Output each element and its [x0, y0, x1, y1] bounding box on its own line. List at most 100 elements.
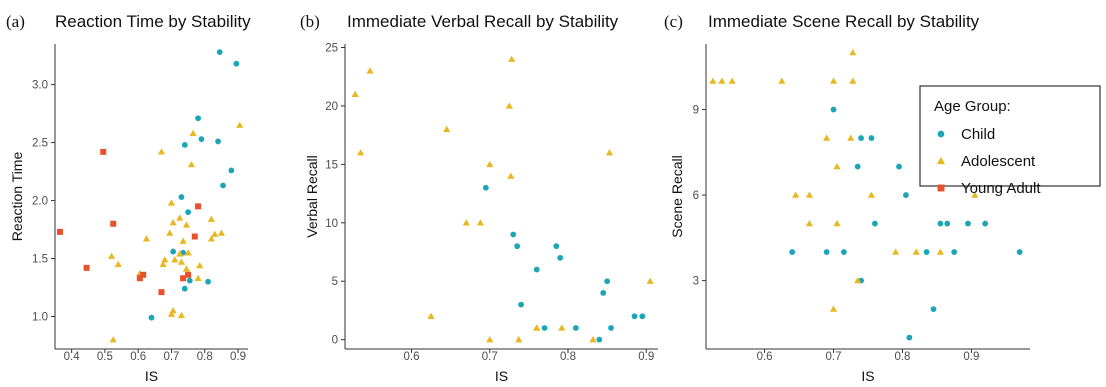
- y-axis-title: Reaction Time: [9, 152, 25, 242]
- y-tick-label: 15: [325, 159, 338, 171]
- data-point-adolescent: [236, 121, 244, 128]
- legend-label-young-adult: Young Adult: [961, 180, 1041, 197]
- y-tick-label: 0: [332, 335, 338, 347]
- data-point-adolescent: [177, 258, 186, 265]
- data-point-young-adult: [83, 264, 90, 271]
- data-point-adolescent: [792, 191, 800, 198]
- data-point-adolescent: [179, 237, 187, 244]
- x-tick-label: 0.9: [638, 351, 654, 363]
- data-point-adolescent: [109, 336, 117, 343]
- data-point-child: [1016, 249, 1023, 255]
- data-point-adolescent: [508, 55, 516, 62]
- data-point-child: [482, 184, 489, 191]
- data-point-child: [205, 278, 211, 285]
- data-point-adolescent: [366, 67, 374, 74]
- x-tick-label: 0.9: [963, 351, 979, 363]
- x-tick-label: 0.5: [97, 351, 113, 363]
- data-point-adolescent: [167, 199, 176, 206]
- data-point-adolescent: [486, 336, 494, 343]
- data-point-child: [608, 325, 614, 331]
- y-tick-label: 5: [332, 276, 338, 288]
- data-point-adolescent: [505, 102, 513, 109]
- data-point-adolescent: [936, 248, 944, 255]
- data-point-child: [181, 285, 188, 292]
- data-point-adolescent: [589, 336, 597, 343]
- x-tick-label: 0.7: [163, 351, 179, 363]
- data-point-adolescent: [114, 260, 122, 268]
- x-tick-label: 0.6: [404, 351, 420, 363]
- data-point-adolescent: [107, 252, 116, 259]
- panel-c-plot-area: 0.6 0.7 0.8 0.9 3 6 9 IS Scene Recall: [669, 44, 1030, 384]
- data-point-child: [557, 254, 564, 261]
- data-point-adolescent: [207, 215, 215, 222]
- data-point-young-adult: [180, 275, 187, 282]
- panel-b-verbal-recall: (b) Immediate Verbal Recall by Stability…: [300, 12, 658, 384]
- data-point-child: [823, 249, 830, 255]
- data-point-adolescent: [778, 77, 786, 84]
- data-point-adolescent: [476, 219, 484, 226]
- data-point-child: [233, 60, 240, 67]
- panel-a-plot-area: 0.4 0.5 0.6 0.7 0.8 0.9 1.0 1.5 2.0 2.5 3.0 IS React…: [9, 44, 248, 384]
- data-point-child: [195, 115, 201, 122]
- y-tick-label: 1.0: [32, 312, 48, 324]
- legend: Age Group: Child Adolescent Young Adult: [919, 85, 1101, 197]
- panel-a-reaction-time: (a) Reaction Time by Stability 0.4 0.5 0.6…: [6, 12, 251, 384]
- data-point-adolescent: [849, 48, 857, 56]
- data-point-child: [871, 220, 878, 227]
- data-point-child: [178, 194, 185, 200]
- data-point-child: [186, 277, 193, 284]
- data-point-adolescent: [184, 249, 192, 256]
- data-point-child: [148, 314, 155, 321]
- panel-c-title: Immediate Scene Recall by Stability: [708, 12, 980, 31]
- data-point-adolescent: [427, 312, 435, 319]
- data-point-child: [541, 325, 548, 331]
- data-point-child: [937, 220, 944, 227]
- panel-c-scene-recall: (c) Immediate Scene Recall by Stability …: [664, 12, 1030, 384]
- legend-key-young-adult: [937, 184, 945, 192]
- data-point-adolescent: [351, 90, 359, 97]
- legend-box: [919, 85, 1101, 187]
- legend-key-child: [937, 130, 945, 138]
- data-point-adolescent: [176, 214, 184, 221]
- data-point-adolescent: [161, 256, 169, 263]
- data-point-young-adult: [100, 148, 107, 155]
- data-point-adolescent: [169, 218, 177, 226]
- data-point-child: [951, 249, 958, 255]
- legend-key-adolescent: [936, 156, 946, 165]
- data-point-young-adult: [195, 203, 202, 210]
- y-axis-title: Scene Recall: [669, 155, 685, 238]
- y-tick-label: 2.0: [32, 196, 48, 208]
- data-point-young-adult: [136, 275, 143, 282]
- data-point-adolescent: [507, 172, 515, 179]
- data-point-child: [854, 163, 861, 170]
- data-point-child: [518, 301, 524, 308]
- data-point-child: [198, 136, 205, 142]
- data-point-adolescent: [159, 260, 167, 268]
- data-point-child: [965, 220, 971, 227]
- data-point-young-adult: [140, 271, 147, 278]
- data-point-young-adult: [110, 220, 117, 227]
- y-axis-title: Verbal Recall: [304, 155, 320, 238]
- data-point-adolescent: [646, 277, 654, 284]
- data-point-adolescent: [867, 191, 876, 198]
- data-point-adolescent: [805, 219, 814, 227]
- data-point-child: [868, 135, 875, 141]
- y-tick-label: 25: [325, 43, 338, 55]
- data-point-adolescent: [182, 265, 191, 272]
- data-point-young-adult: [185, 271, 192, 278]
- data-point-adolescent: [189, 129, 197, 136]
- y-tick-label: 3.0: [32, 80, 48, 92]
- x-axis-title: IS: [861, 368, 874, 384]
- x-tick-label: 0.7: [482, 351, 498, 363]
- data-point-young-adult: [56, 228, 63, 235]
- legend-title: Age Group:: [934, 98, 1011, 115]
- data-point-child: [572, 325, 579, 331]
- data-point-child: [185, 209, 192, 216]
- x-axis-title: IS: [145, 368, 158, 384]
- data-point-child: [514, 243, 521, 250]
- data-point-adolescent: [196, 261, 204, 269]
- data-point-adolescent: [217, 229, 225, 236]
- data-point-adolescent: [891, 248, 900, 255]
- x-tick-label: 0.6: [757, 351, 773, 363]
- data-point-adolescent: [486, 160, 494, 168]
